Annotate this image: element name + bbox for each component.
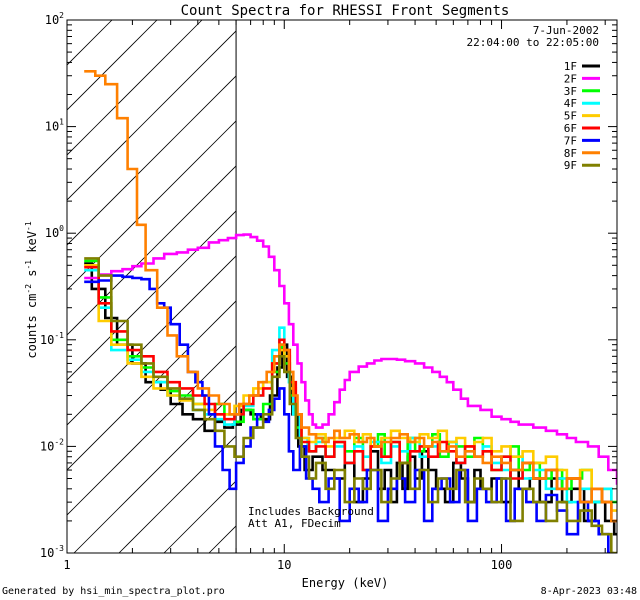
- below-threshold-hatch: [67, 20, 237, 553]
- x-tick-label: 1: [63, 558, 70, 572]
- y-tick-label: 101: [45, 118, 64, 134]
- series-line-7F: [84, 274, 614, 553]
- x-tick-labels: 1 10 100: [63, 558, 512, 572]
- hatch-line: [67, 20, 158, 111]
- hatch-line: [67, 300, 237, 471]
- time-range-label: 22:04:00 to 22:05:00: [467, 36, 599, 49]
- y-tick-label: 10-2: [40, 437, 64, 453]
- footer-generated-by: Generated by hsi_min_spectra_plot.pro: [2, 586, 225, 597]
- chart-title: Count Spectra for RHESSI Front Segments: [181, 3, 510, 19]
- hatch-line: [67, 345, 237, 516]
- hatch-line: [118, 435, 237, 553]
- hatch-line: [67, 255, 237, 426]
- x-axis-label: Energy (keV): [302, 576, 389, 590]
- legend-label-6F: 6F: [564, 122, 577, 135]
- y-tick-label: 10-3: [40, 544, 64, 560]
- y-tick-label: 100: [45, 224, 64, 240]
- x-tick-label: 10: [277, 558, 291, 572]
- hatch-line: [67, 30, 237, 201]
- plot-frame: [66, 19, 618, 554]
- legend-label-1F: 1F: [564, 60, 577, 73]
- legend-label-2F: 2F: [564, 72, 577, 85]
- series-group: [84, 70, 617, 553]
- series-line-8F: [84, 70, 617, 523]
- annotation-background: Includes Background: [248, 505, 374, 518]
- hatch-line: [67, 20, 68, 21]
- series-line-9F: [84, 257, 617, 553]
- y-tick-label: 102: [45, 11, 64, 27]
- legend-label-8F: 8F: [564, 147, 577, 160]
- date-label: 7-Jun-2002: [533, 24, 599, 37]
- legend-label-3F: 3F: [564, 85, 577, 98]
- legend-label-5F: 5F: [564, 110, 577, 123]
- x-tick-label: 100: [491, 558, 513, 572]
- hatch-line: [67, 165, 237, 336]
- hatch-line: [73, 390, 237, 553]
- series-line-2F: [84, 233, 617, 485]
- legend-label-4F: 4F: [564, 97, 577, 110]
- legend-label-9F: 9F: [564, 159, 577, 172]
- hatch-line: [67, 20, 113, 66]
- annotation-attenuator: Att A1, FDecim: [248, 517, 341, 530]
- y-axis-label: counts cm-2 s-1 keV-1: [24, 221, 39, 358]
- axis-ticks: [66, 20, 617, 554]
- series-line-6F: [84, 265, 617, 523]
- footer-timestamp: 8-Apr-2023 03:48: [541, 586, 637, 597]
- series-line-5F: [84, 264, 617, 512]
- hatch-line: [67, 20, 203, 156]
- hatch-line: [67, 210, 237, 381]
- hatch-line: [67, 120, 237, 291]
- legend-label-7F: 7F: [564, 134, 577, 147]
- y-tick-labels: 10-3 10-2 10-1 100 101 102: [40, 11, 64, 560]
- y-tick-label: 10-1: [40, 331, 64, 347]
- hatch-line: [67, 75, 237, 246]
